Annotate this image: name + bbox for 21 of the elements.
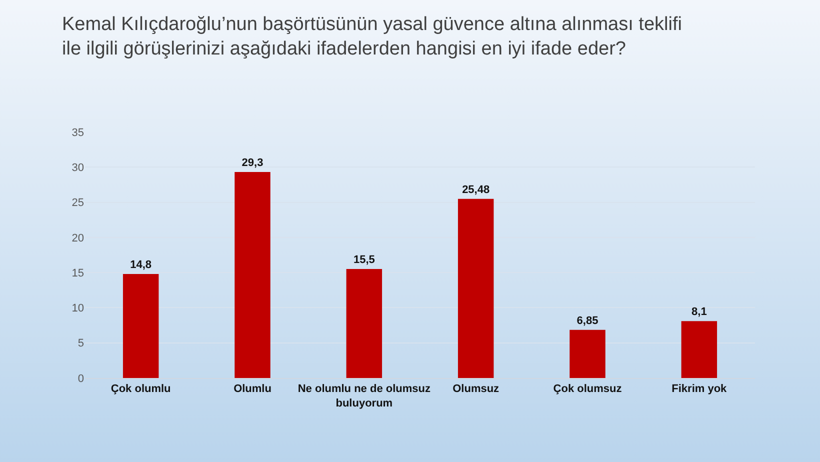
x-tick-label: Çok olumsuz: [553, 383, 622, 396]
x-tick-label: Olumlu: [234, 383, 272, 396]
y-tick-label: 15: [72, 267, 84, 280]
x-tick-label: Olumsuz: [452, 383, 500, 396]
y-tick-label: 0: [78, 372, 84, 385]
x-tick-label: Ne olumlu ne de olumsuz buluyorum: [298, 383, 431, 410]
y-tick-label: 20: [72, 232, 84, 244]
data-label: 25,48: [462, 184, 490, 196]
data-label: 29,3: [242, 157, 264, 170]
y-tick-label: 10: [72, 302, 84, 315]
chart-title: Kemal Kılıçdaroğlu’nun başörtüsünün yasal güvence altına alınması teklifi ile ilgili görüşlerinizi aşağıdaki ifadelerden hangisi en iyi ifade eder?: [62, 14, 682, 60]
y-tick-label: 25: [72, 197, 84, 210]
x-tick-label: Çok olumlu: [110, 383, 171, 396]
x-tick-label: Fikrim yok: [672, 383, 728, 396]
data-label: 14,8: [130, 258, 152, 271]
y-tick-label: 35: [72, 126, 84, 139]
data-label: 8,1: [692, 306, 707, 318]
y-tick-label: 5: [78, 338, 84, 350]
data-label: 15,5: [353, 254, 375, 266]
data-label: 6,85: [576, 314, 598, 327]
y-tick-label: 30: [72, 162, 84, 174]
